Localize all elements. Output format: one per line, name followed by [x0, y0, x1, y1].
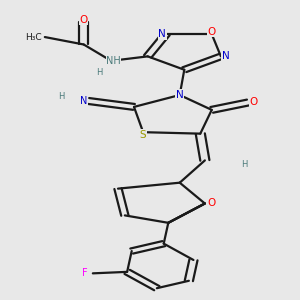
Text: S: S: [140, 130, 146, 140]
Text: O: O: [208, 27, 216, 37]
Text: H₃C: H₃C: [25, 33, 41, 42]
Text: NH: NH: [106, 56, 121, 66]
Text: F: F: [82, 268, 87, 278]
Text: N: N: [176, 90, 184, 100]
Text: N: N: [222, 51, 229, 62]
Text: H: H: [97, 68, 103, 77]
Text: H: H: [242, 160, 248, 169]
Text: H: H: [58, 92, 64, 101]
Text: N: N: [80, 96, 87, 106]
Text: O: O: [250, 98, 258, 107]
Text: O: O: [208, 199, 216, 208]
Text: O: O: [80, 15, 88, 25]
Text: N: N: [158, 29, 166, 39]
